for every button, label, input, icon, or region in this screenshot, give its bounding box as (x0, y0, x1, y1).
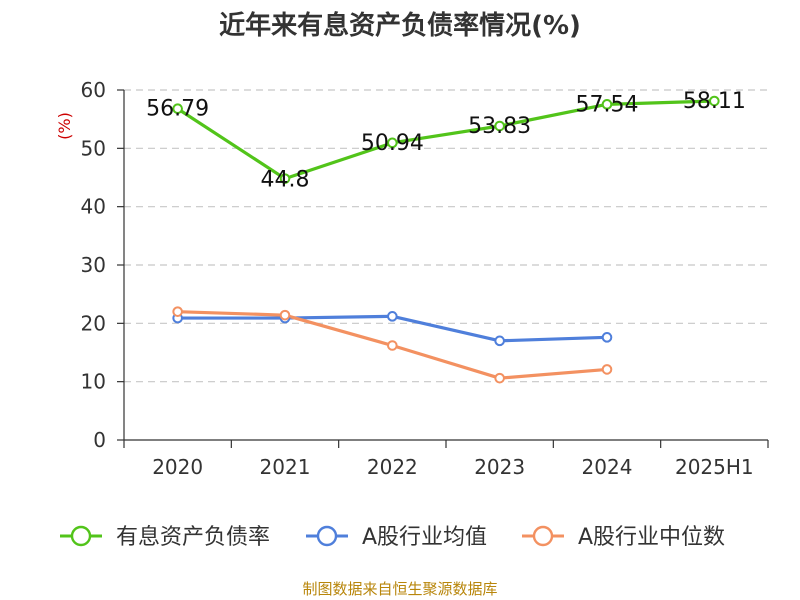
legend-label-industry-median: A股行业中位数 (578, 525, 725, 550)
y-axis-label: (%) (55, 112, 74, 140)
x-tick-label-2021: 2021 (260, 455, 311, 479)
legend-item-industry-average[interactable]: A股行业均值 (306, 525, 487, 550)
y-tick-label: 50 (81, 136, 106, 160)
data-label-primary-rate-2021: 44.8 (261, 168, 310, 193)
data-labels: 56.79 44.8 50.94 53.83 57.54 58.11 (146, 89, 746, 193)
data-point-industry-average-2022 (387, 311, 398, 322)
x-tick-label-2023: 2023 (474, 455, 525, 479)
legend-marker-industry-median (532, 525, 554, 547)
data-point-primary-rate-2024 (601, 99, 613, 110)
y-tick-label: 30 (81, 253, 106, 277)
legend-marker-industry-average (316, 525, 338, 547)
x-tick-label-2022: 2022 (367, 455, 418, 479)
data-point-primary-rate-2020 (172, 103, 183, 115)
data-label-primary-rate-2023: 53.83 (468, 114, 531, 139)
data-label-primary-rate-2024: 57.54 (576, 92, 639, 117)
legend-marker-primary-rate (70, 525, 92, 547)
data-label-primary-rate-2020: 56.79 (146, 97, 209, 122)
x-tick-label-2025h1: 2025H1 (675, 455, 754, 479)
data-point-industry-median-2024 (601, 364, 613, 375)
legend-item-primary-rate[interactable]: 有息资产负债率 (60, 525, 270, 550)
x-tick-label-2020: 2020 (152, 455, 203, 479)
legend-label-primary-rate: 有息资产负债率 (116, 525, 270, 550)
legend-item-industry-median[interactable]: A股行业中位数 (522, 525, 725, 550)
series-line-primary-rate (176, 99, 716, 181)
legend: 有息资产负债率 A股行业均值 A股行业中位数 (60, 525, 725, 550)
data-label-primary-rate-2022: 50.94 (361, 131, 424, 156)
data-points (172, 95, 720, 384)
data-point-industry-average-2023 (494, 335, 505, 347)
data-point-primary-rate-2022 (387, 137, 398, 149)
data-point-industry-median-2023 (494, 372, 505, 384)
data-point-industry-average-2024 (601, 332, 613, 343)
data-point-primary-rate-2023 (494, 120, 505, 132)
chart-title: 近年来有息资产负债率情况(%) (219, 10, 581, 41)
y-tick-label: 40 (81, 195, 106, 219)
x-tick-label-2024: 2024 (582, 455, 633, 479)
data-point-primary-rate-2025h1 (709, 95, 720, 107)
data-point-industry-median-2022 (387, 340, 398, 351)
data-point-industry-median-2021 (279, 309, 291, 321)
series-lines (176, 99, 716, 380)
axes: 0 10 20 30 40 50 60 2020 2021 2022 2023 2024 2025H1 (81, 78, 769, 479)
source-note: 制图数据来自恒生聚源数据库 (302, 580, 497, 598)
y-tick-label: 60 (81, 78, 106, 102)
data-label-primary-rate-2025h1: 58.11 (683, 89, 746, 114)
y-tick-label: 20 (81, 311, 106, 335)
y-tick-label: 0 (93, 428, 106, 452)
legend-label-industry-average: A股行业均值 (362, 525, 487, 550)
y-tick-label: 10 (81, 370, 106, 394)
data-point-primary-rate-2021 (279, 173, 291, 184)
data-point-industry-median-2020 (172, 306, 183, 317)
